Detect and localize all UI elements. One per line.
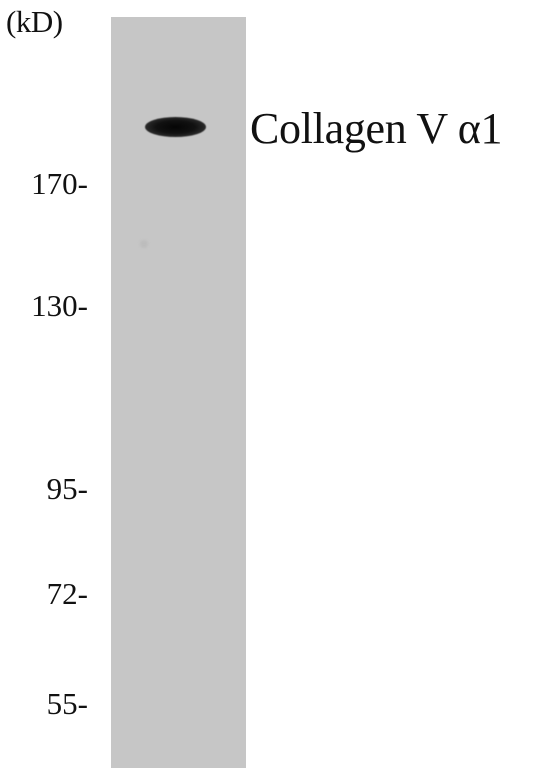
lane-speck xyxy=(140,240,148,248)
protein-band xyxy=(145,117,206,137)
unit-label: (kD) xyxy=(6,4,63,39)
marker-130: 130- xyxy=(31,288,88,323)
blot-lane xyxy=(111,17,246,768)
band-label: Collagen V α1 xyxy=(250,104,503,153)
marker-72: 72- xyxy=(46,576,88,611)
marker-95: 95- xyxy=(46,471,88,506)
marker-55: 55- xyxy=(46,686,88,721)
marker-170: 170- xyxy=(31,166,88,201)
